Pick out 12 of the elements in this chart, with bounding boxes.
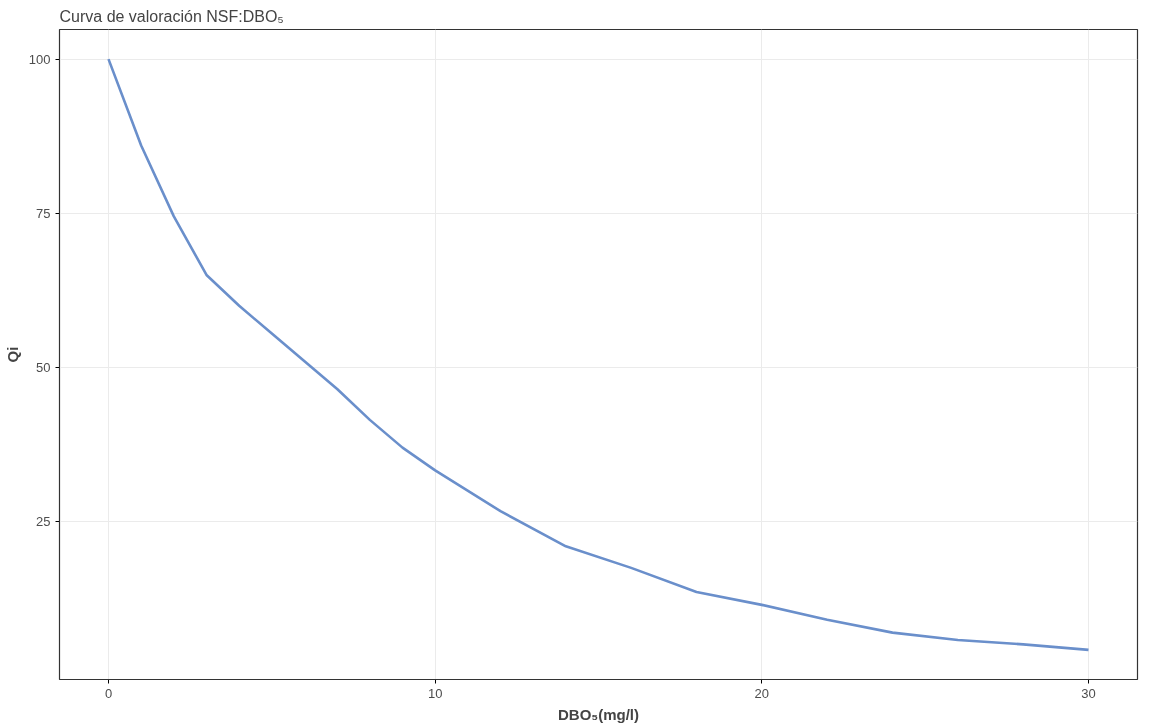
x-tick-label: 0	[104, 685, 113, 701]
x-tick-label: 10	[427, 685, 443, 701]
x-tick-label: 30	[1081, 685, 1096, 701]
y-axis-title: Qi	[3, 346, 21, 363]
x-tick-label: 20	[754, 685, 770, 701]
y-tick-label: 75	[36, 205, 51, 221]
y-tick-label: 50	[36, 359, 51, 375]
line-series	[107, 57, 1090, 652]
y-tick-label: 100	[28, 51, 51, 67]
y-tick-label: 25	[36, 514, 51, 530]
x-axis-title: DBO₅(mg/l)	[557, 705, 640, 723]
chart-title: Curva de valoración NSF:DBO₅	[59, 7, 284, 25]
